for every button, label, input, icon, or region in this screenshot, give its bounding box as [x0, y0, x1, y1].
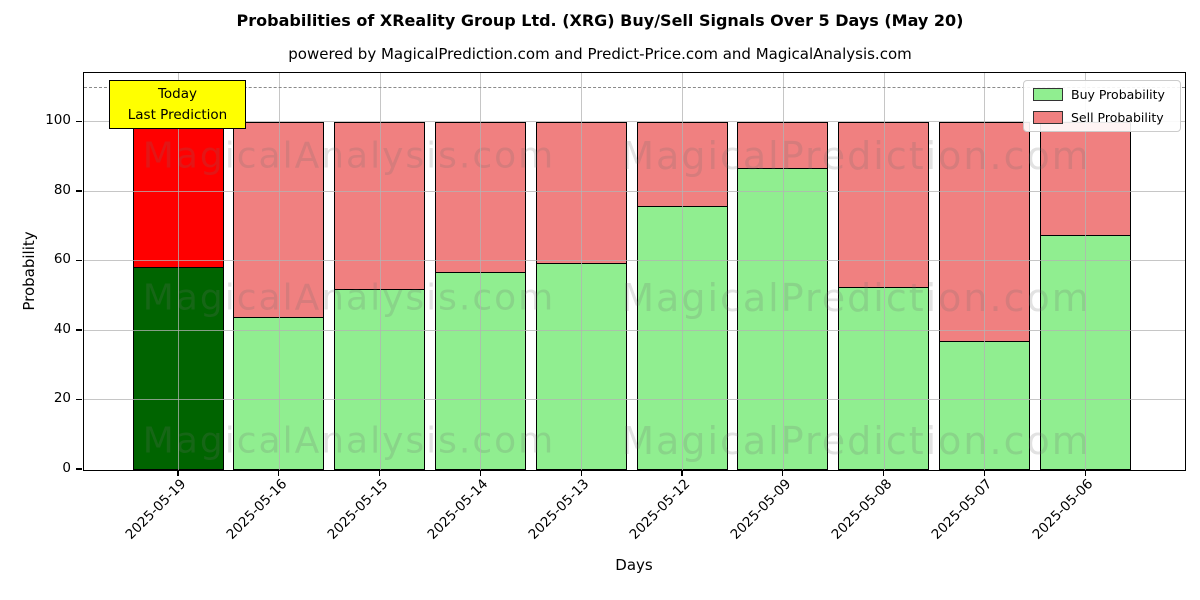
gridline-y-80	[84, 190, 1185, 192]
watermark-analysis-2: MagicalAnalysis.com	[142, 420, 556, 462]
x-tick-label-2025-05-06: 2025-05-06	[1029, 476, 1097, 543]
y-tick-80	[76, 190, 82, 192]
watermark-prediction-1: MagicalPrediction.com	[621, 276, 1091, 320]
gridline-y-40	[84, 329, 1185, 331]
gridline-x-2025-05-09	[782, 73, 784, 470]
legend-label-buy: Buy Probability	[1071, 87, 1165, 102]
y-tick-0	[76, 468, 82, 470]
x-tick-label-2025-05-09: 2025-05-09	[727, 476, 795, 543]
y-tick-label-60: 60	[53, 251, 71, 268]
gridline-x-2025-05-06	[1085, 73, 1087, 470]
x-tick-2025-05-16	[278, 470, 280, 476]
gridline-x-2025-05-19	[178, 73, 179, 470]
legend-label-sell: Sell Probability	[1071, 110, 1164, 125]
x-tick-2025-05-19	[177, 470, 179, 476]
chart-subtitle: powered by MagicalPrediction.com and Pre…	[288, 45, 912, 63]
x-tick-2025-05-06	[1084, 470, 1086, 476]
gridline-y-100	[84, 121, 1185, 123]
gridline-x-2025-05-07	[984, 73, 986, 470]
x-tick-2025-05-14	[479, 470, 482, 476]
annotation-line-2: Last Prediction	[127, 106, 228, 123]
x-tick-label-2025-05-15: 2025-05-15	[324, 476, 391, 543]
gridline-x-2025-05-12	[682, 73, 683, 470]
today-annotation: Today Last Prediction	[109, 80, 246, 129]
y-tick-label-80: 80	[53, 181, 71, 198]
x-tick-2025-05-07	[983, 470, 986, 476]
x-tick-2025-05-15	[378, 470, 381, 476]
sell-swatch	[1033, 111, 1063, 124]
y-tick-label-40: 40	[53, 320, 71, 337]
gridline-y-60	[84, 260, 1185, 262]
watermark-prediction-2: MagicalPrediction.com	[621, 419, 1091, 463]
chart-title: Probabilities of XReality Group Ltd. (XR…	[236, 11, 964, 30]
gridline-x-2025-05-14	[480, 73, 482, 470]
y-tick-40	[76, 329, 82, 331]
watermark-analysis-0: MagicalAnalysis.com	[142, 135, 556, 177]
y-tick-label-20: 20	[53, 390, 71, 407]
gridline-x-2025-05-08	[883, 73, 885, 470]
dashed-guide-line	[84, 86, 1185, 88]
legend-item-buy: Buy Probability	[1033, 87, 1171, 102]
legend: Buy Probability Sell Probability	[1023, 80, 1181, 132]
y-tick-label-0: 0	[62, 460, 71, 476]
y-tick-label-100: 100	[45, 112, 71, 129]
x-tick-2025-05-13	[580, 470, 582, 476]
x-tick-label-2025-05-13: 2025-05-13	[525, 476, 593, 543]
x-tick-label-2025-05-19: 2025-05-19	[122, 476, 190, 543]
x-tick-label-2025-05-12: 2025-05-12	[626, 476, 694, 543]
y-tick-60	[76, 259, 82, 262]
y-tick-100	[76, 120, 82, 122]
y-tick-20	[76, 398, 82, 401]
x-tick-label-2025-05-08: 2025-05-08	[828, 476, 895, 543]
watermark-analysis-1: MagicalAnalysis.com	[142, 277, 556, 319]
x-tick-2025-05-08	[882, 470, 885, 476]
gridline-x-2025-05-13	[581, 73, 583, 470]
plot-area: MagicalAnalysis.com MagicalPrediction.com…	[45, 72, 1186, 543]
y-axis-label: Probability	[20, 231, 38, 311]
x-tick-label-2025-05-16: 2025-05-16	[223, 476, 291, 543]
watermark-prediction-0: MagicalPrediction.com	[621, 134, 1091, 178]
gridline-x-2025-05-15	[379, 73, 381, 470]
x-tick-2025-05-09	[782, 470, 784, 476]
x-axis-label: Days	[615, 556, 653, 574]
annotation-line-1: Today	[157, 86, 198, 103]
legend-item-sell: Sell Probability	[1033, 110, 1171, 125]
x-tick-label-2025-05-14: 2025-05-14	[424, 476, 492, 543]
x-tick-2025-05-12	[681, 470, 683, 476]
buy-swatch	[1033, 88, 1063, 101]
gridline-y-20	[84, 399, 1185, 401]
plot-canvas: MagicalAnalysis.com MagicalPrediction.com…	[45, 73, 1185, 543]
gridline-x-2025-05-16	[278, 73, 280, 470]
x-tick-label-2025-05-07: 2025-05-07	[928, 476, 996, 543]
